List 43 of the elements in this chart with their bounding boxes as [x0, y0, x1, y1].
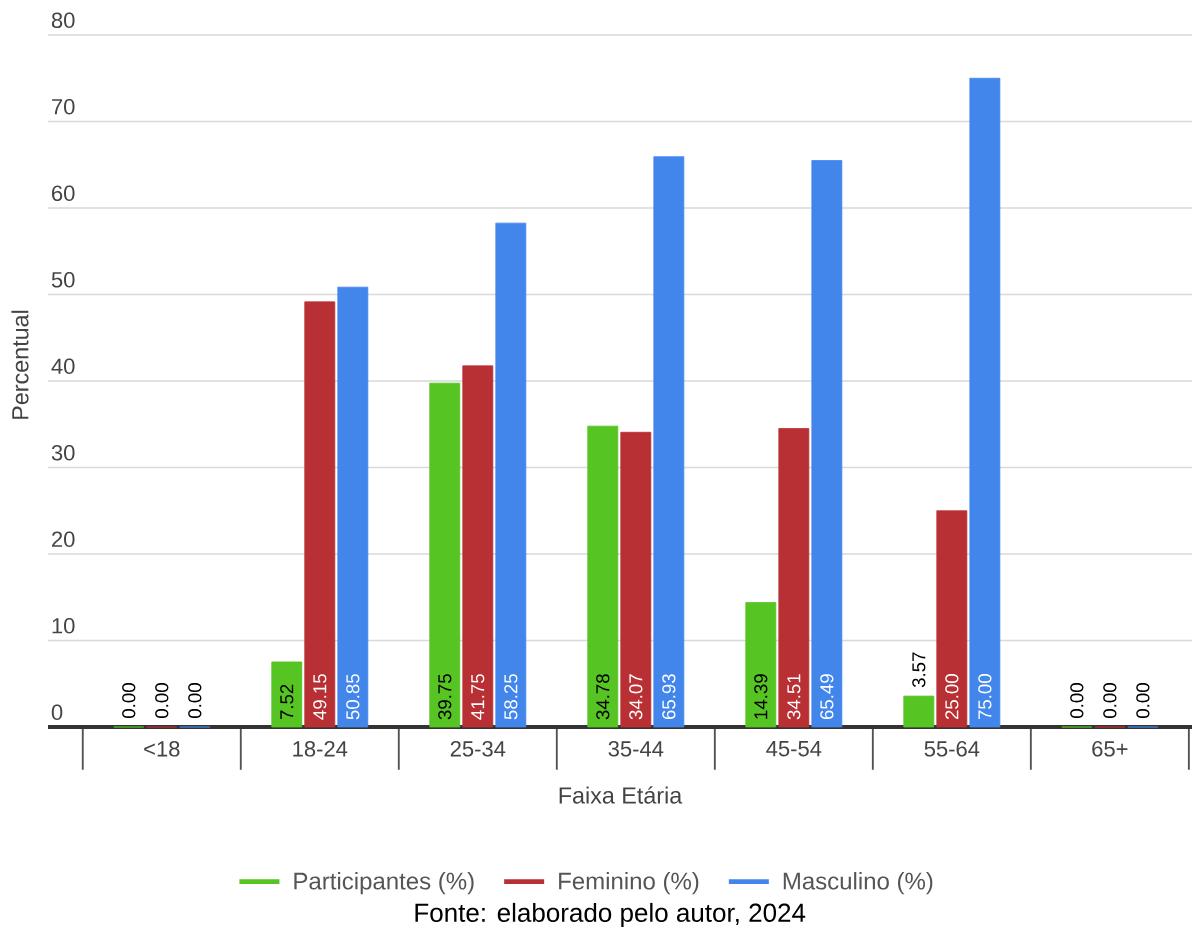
- y-tick-label: 80: [51, 12, 75, 29]
- y-tick-label: 70: [52, 98, 75, 115]
- x-tick-label: 45-54: [766, 741, 822, 757]
- data-label: 58.25: [504, 674, 518, 720]
- data-label: 7.52: [280, 684, 294, 720]
- x-tick-label: 35-44: [608, 741, 664, 757]
- x-tick-label: 18-24: [293, 741, 348, 757]
- legend-label: Participantes (%): [294, 871, 474, 895]
- x-tick-label: 55-64: [924, 741, 980, 757]
- data-label: 0.00: [155, 683, 169, 718]
- data-label: 14.39: [754, 674, 768, 719]
- data-label: 41.75: [471, 674, 485, 720]
- data-label: 34.07: [629, 674, 643, 720]
- y-tick-label: 20: [52, 531, 75, 548]
- y-tick-label: 50: [51, 271, 75, 288]
- y-tick-label: 40: [51, 358, 75, 375]
- data-label: 0.00: [188, 683, 202, 718]
- y-axis-title: Percentual: [11, 310, 29, 419]
- data-label: 0.00: [1136, 683, 1150, 718]
- x-axis-title: Faixa Etária: [559, 786, 683, 804]
- data-label: 0.00: [122, 683, 136, 718]
- y-tick-label: 10: [52, 617, 75, 634]
- x-tick-label: <18: [144, 741, 180, 757]
- x-tick-label: 25-34: [450, 741, 506, 757]
- data-label: 0.00: [1070, 683, 1084, 718]
- data-label: 65.49: [820, 674, 834, 720]
- legend-label: Masculino (%): [783, 871, 933, 895]
- data-label: 39.75: [438, 674, 452, 720]
- data-label: 0.00: [1103, 683, 1117, 718]
- legend-label: Feminino (%): [559, 871, 699, 895]
- data-label: 49.15: [313, 674, 327, 720]
- y-tick-label: 30: [51, 444, 75, 461]
- data-label: 75.00: [978, 674, 992, 720]
- y-tick-label: 0: [51, 704, 63, 721]
- data-label: 50.85: [346, 674, 360, 720]
- data-label: 3.57: [912, 652, 926, 688]
- data-label: 65.93: [662, 674, 676, 720]
- data-label: 25.00: [945, 674, 959, 720]
- source-note: Fonte: elaborado pelo autor, 2024: [415, 902, 806, 928]
- x-tick-label: 65+: [1092, 741, 1128, 757]
- data-label: 34.78: [596, 674, 610, 720]
- data-label: 34.51: [787, 674, 801, 720]
- y-tick-label: 60: [52, 185, 75, 202]
